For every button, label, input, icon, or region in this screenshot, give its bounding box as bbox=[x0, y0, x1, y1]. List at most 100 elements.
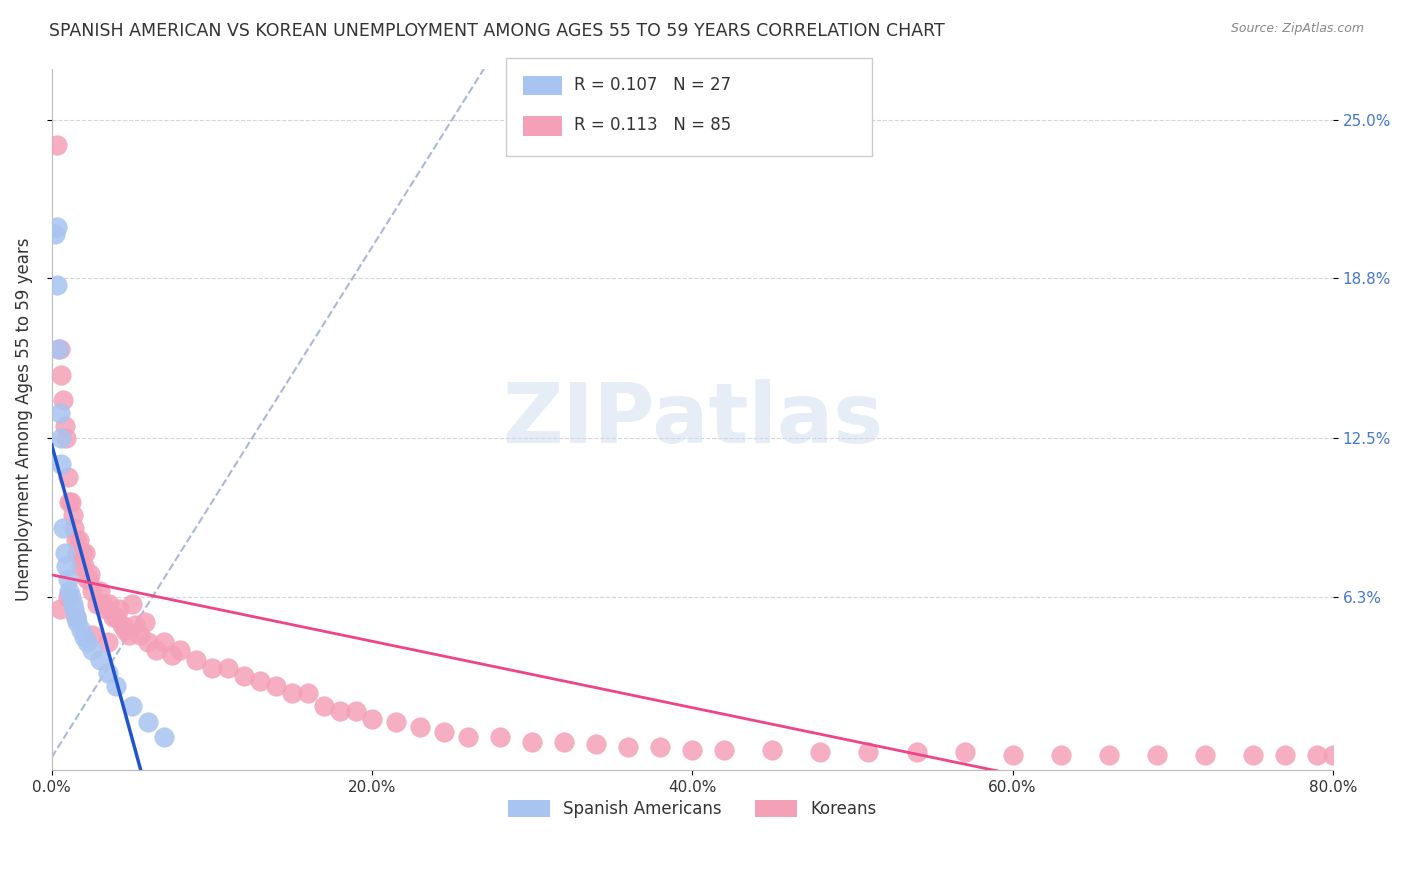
Point bbox=[232, 668, 254, 682]
Point bbox=[51, 368, 73, 382]
Point bbox=[80, 584, 103, 599]
Point bbox=[1322, 747, 1344, 762]
Point bbox=[66, 546, 89, 560]
Point bbox=[55, 431, 77, 445]
Point bbox=[58, 584, 80, 599]
Point bbox=[145, 643, 167, 657]
Point bbox=[70, 546, 93, 560]
Point bbox=[160, 648, 183, 663]
Point bbox=[79, 566, 101, 581]
Point bbox=[49, 342, 72, 356]
Point bbox=[217, 661, 239, 675]
Point bbox=[281, 686, 304, 700]
Text: ZIPatlas: ZIPatlas bbox=[502, 379, 883, 459]
Point bbox=[953, 745, 976, 759]
Point bbox=[264, 679, 287, 693]
Point bbox=[201, 661, 224, 675]
Point bbox=[713, 742, 735, 756]
Point bbox=[62, 508, 84, 522]
Point bbox=[344, 704, 367, 718]
Point bbox=[1306, 747, 1329, 762]
Point bbox=[1274, 747, 1296, 762]
Point bbox=[65, 610, 87, 624]
Point bbox=[617, 739, 640, 754]
Point bbox=[86, 597, 108, 611]
Point bbox=[136, 714, 159, 729]
Point bbox=[59, 495, 82, 509]
Point bbox=[45, 219, 67, 234]
Text: R = 0.107   N = 27: R = 0.107 N = 27 bbox=[574, 76, 731, 94]
Point bbox=[108, 602, 131, 616]
Point bbox=[97, 666, 120, 681]
Point bbox=[153, 635, 176, 649]
Point bbox=[63, 521, 86, 535]
Point bbox=[73, 631, 96, 645]
Point bbox=[69, 623, 91, 637]
Point bbox=[52, 521, 75, 535]
Point bbox=[489, 730, 512, 744]
Point bbox=[63, 602, 86, 616]
Point bbox=[810, 745, 832, 759]
Point bbox=[97, 635, 120, 649]
Point bbox=[66, 615, 89, 629]
Point bbox=[49, 406, 72, 420]
Point bbox=[153, 730, 176, 744]
Point bbox=[69, 558, 91, 573]
Point bbox=[53, 418, 76, 433]
Point bbox=[75, 546, 97, 560]
Point bbox=[117, 628, 139, 642]
Point bbox=[169, 643, 191, 657]
Point bbox=[89, 584, 111, 599]
Point bbox=[65, 610, 87, 624]
Point bbox=[104, 610, 127, 624]
Text: R = 0.113   N = 85: R = 0.113 N = 85 bbox=[574, 116, 731, 134]
Point bbox=[121, 699, 143, 714]
Point bbox=[761, 742, 783, 756]
Point bbox=[52, 393, 75, 408]
Point bbox=[80, 643, 103, 657]
Point bbox=[96, 602, 118, 616]
Point bbox=[585, 738, 607, 752]
Point bbox=[80, 628, 103, 642]
Point bbox=[184, 653, 207, 667]
Point bbox=[297, 686, 319, 700]
Point bbox=[128, 628, 150, 642]
Point bbox=[457, 730, 479, 744]
Point bbox=[385, 714, 408, 729]
Point bbox=[858, 745, 880, 759]
Point bbox=[53, 546, 76, 560]
Point bbox=[1098, 747, 1121, 762]
Point bbox=[56, 469, 79, 483]
Point bbox=[433, 724, 456, 739]
Point bbox=[46, 342, 69, 356]
Y-axis label: Unemployment Among Ages 55 to 59 years: Unemployment Among Ages 55 to 59 years bbox=[15, 237, 32, 601]
Point bbox=[49, 602, 72, 616]
Text: Source: ZipAtlas.com: Source: ZipAtlas.com bbox=[1230, 22, 1364, 36]
Point bbox=[58, 495, 80, 509]
Point bbox=[124, 617, 146, 632]
Point bbox=[1001, 747, 1024, 762]
Point bbox=[114, 623, 136, 637]
Point bbox=[98, 597, 121, 611]
Point bbox=[905, 745, 928, 759]
Point bbox=[1049, 747, 1071, 762]
Point bbox=[59, 590, 82, 604]
Point bbox=[73, 558, 96, 573]
Point bbox=[1194, 747, 1216, 762]
Point bbox=[44, 227, 66, 242]
Point bbox=[249, 673, 271, 688]
Point bbox=[77, 572, 100, 586]
Point bbox=[361, 712, 384, 726]
Point bbox=[76, 635, 98, 649]
Point bbox=[51, 431, 73, 445]
Point bbox=[111, 617, 134, 632]
Point bbox=[553, 735, 575, 749]
Point bbox=[101, 610, 124, 624]
Legend: Spanish Americans, Koreans: Spanish Americans, Koreans bbox=[502, 793, 883, 825]
Point bbox=[409, 720, 432, 734]
Point bbox=[67, 533, 90, 548]
Point bbox=[104, 679, 127, 693]
Point bbox=[1146, 747, 1168, 762]
Point bbox=[329, 704, 352, 718]
Point bbox=[55, 558, 77, 573]
